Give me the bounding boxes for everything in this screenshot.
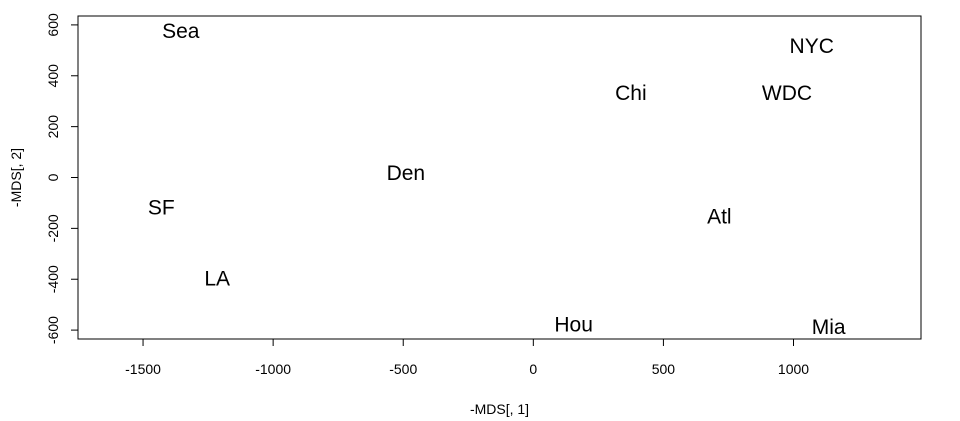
y-tick-label: -200 xyxy=(45,214,61,242)
y-axis: -600 -400 -200 0 200 400 600 xyxy=(45,13,79,344)
y-tick-label: -600 xyxy=(45,316,61,344)
y-tick-label: 600 xyxy=(45,13,61,37)
y-tick-label: 0 xyxy=(45,173,61,181)
x-tick-label: -500 xyxy=(389,361,417,377)
point-label-den: Den xyxy=(387,162,426,185)
y-axis-title: -MDS[, 2] xyxy=(8,148,24,207)
point-label-mia: Mia xyxy=(812,316,846,339)
point-labels: Sea NYC Chi WDC Den SF Atl LA Hou Mia xyxy=(148,20,846,339)
point-label-hou: Hou xyxy=(554,314,593,337)
point-label-sea: Sea xyxy=(162,20,200,43)
x-axis-title: -MDS[, 1] xyxy=(470,401,529,417)
x-tick-label: -1000 xyxy=(255,361,291,377)
y-tick-label: 400 xyxy=(45,64,61,88)
y-tick-label: -400 xyxy=(45,265,61,293)
x-tick-label: -1500 xyxy=(125,361,161,377)
point-label-nyc: NYC xyxy=(790,35,834,58)
x-axis: -1500 -1000 -500 0 500 1000 xyxy=(125,338,809,377)
x-tick-label: 0 xyxy=(529,361,537,377)
x-tick-label: 1000 xyxy=(778,361,809,377)
point-label-sf: SF xyxy=(148,197,175,220)
y-tick-label: 200 xyxy=(45,115,61,139)
point-label-la: LA xyxy=(204,268,230,291)
point-label-atl: Atl xyxy=(707,205,732,228)
point-label-wdc: WDC xyxy=(762,82,812,105)
point-label-chi: Chi xyxy=(615,82,647,105)
x-tick-label: 500 xyxy=(652,361,676,377)
